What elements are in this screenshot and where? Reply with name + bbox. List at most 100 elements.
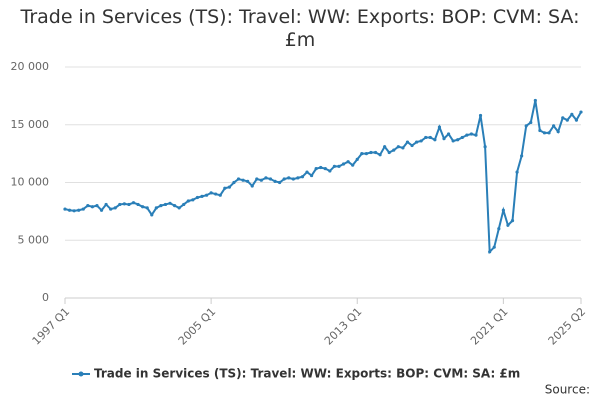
legend-text: Trade in Services (TS): Travel: WW: Expo… <box>94 367 520 381</box>
y-tick-label: 15 000 <box>11 118 50 131</box>
point <box>378 153 382 157</box>
point <box>86 204 90 208</box>
point <box>520 154 524 158</box>
point <box>250 184 254 188</box>
series-line <box>64 100 582 255</box>
source: Source: <box>545 383 590 397</box>
point <box>387 150 391 155</box>
chart-title: Trade in Services (TS): Travel: WW: Expo… <box>20 6 580 51</box>
point <box>533 98 537 103</box>
point <box>77 208 81 212</box>
point <box>524 124 528 128</box>
point <box>104 202 108 207</box>
point <box>542 131 547 135</box>
point <box>360 152 364 156</box>
point <box>501 208 505 212</box>
point <box>195 195 200 200</box>
point <box>483 145 487 149</box>
point <box>510 219 515 223</box>
point <box>492 245 496 249</box>
point <box>268 177 273 181</box>
point <box>383 145 387 149</box>
point <box>67 208 72 212</box>
point <box>118 202 122 207</box>
point <box>227 185 231 189</box>
point <box>456 138 460 142</box>
point <box>246 179 250 183</box>
point <box>405 140 410 144</box>
point <box>529 120 533 125</box>
point <box>469 132 474 136</box>
point <box>373 150 378 155</box>
point <box>127 202 131 207</box>
point <box>341 162 346 166</box>
point <box>446 132 451 136</box>
point <box>72 209 76 213</box>
point <box>351 163 355 167</box>
point <box>364 152 368 156</box>
x-tick-label: 2021 Q1 <box>468 305 511 348</box>
point <box>570 112 574 116</box>
point <box>419 139 423 143</box>
point <box>154 206 158 210</box>
point <box>451 139 455 143</box>
point <box>547 131 551 135</box>
legend-marker <box>78 371 84 377</box>
point <box>556 130 560 134</box>
point <box>63 207 67 211</box>
point <box>323 167 327 171</box>
point <box>214 192 218 196</box>
point <box>460 135 464 140</box>
point <box>565 118 569 122</box>
y-tick-label: 10 000 <box>11 176 50 189</box>
point <box>428 135 432 140</box>
point <box>437 125 442 129</box>
point <box>172 204 177 208</box>
x-tick-label: 2005 Q1 <box>176 305 219 348</box>
point <box>319 165 323 170</box>
point <box>474 133 478 137</box>
point <box>465 133 469 137</box>
point <box>150 213 154 217</box>
point <box>182 202 186 207</box>
point <box>278 180 282 185</box>
x-tick-label: 2025 Q2 <box>546 305 589 348</box>
point <box>264 176 268 180</box>
point <box>433 138 437 142</box>
point <box>488 250 492 254</box>
point <box>332 164 337 168</box>
point <box>273 179 277 183</box>
point <box>200 194 204 198</box>
point <box>81 207 85 211</box>
point <box>506 223 510 227</box>
point <box>109 207 113 211</box>
point <box>236 177 241 181</box>
point <box>328 169 332 173</box>
point <box>424 135 428 140</box>
point <box>410 143 414 148</box>
point <box>579 110 583 114</box>
point <box>122 202 126 206</box>
point <box>287 176 291 180</box>
point <box>515 170 519 174</box>
point <box>259 178 263 182</box>
point <box>291 177 295 181</box>
point <box>337 164 341 168</box>
point <box>209 191 213 195</box>
point <box>478 113 483 118</box>
point <box>355 157 359 161</box>
point <box>255 177 259 181</box>
point <box>145 206 149 210</box>
point <box>346 160 350 164</box>
point <box>95 204 99 208</box>
point <box>415 140 419 144</box>
point <box>99 208 104 212</box>
point <box>218 193 222 197</box>
point <box>309 173 314 178</box>
point <box>300 175 305 179</box>
point <box>191 198 195 202</box>
point <box>232 180 236 185</box>
point <box>177 206 181 210</box>
